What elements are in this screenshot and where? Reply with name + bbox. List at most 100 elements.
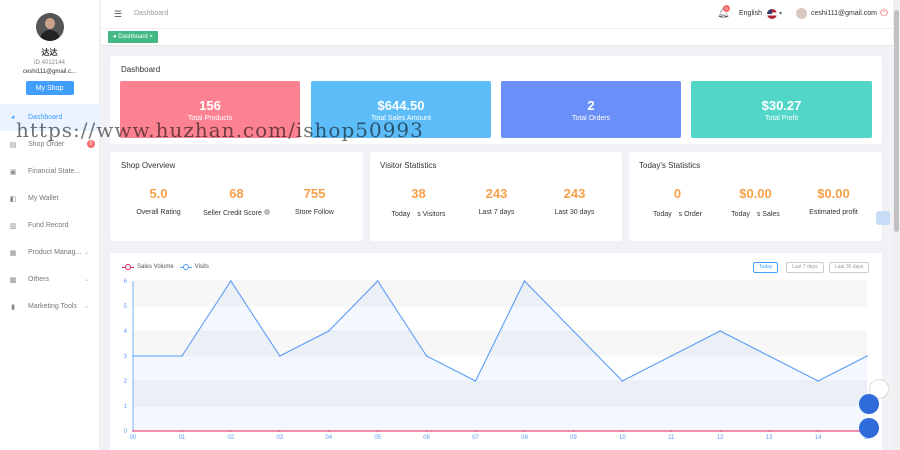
visits-point xyxy=(817,380,819,382)
sidebar-item-product-management[interactable]: ▦ Product Manag... ⌄ xyxy=(0,239,99,266)
y-tick-label: 0 xyxy=(124,429,128,435)
bell-icon[interactable]: 🔔︎ xyxy=(717,8,730,19)
chevron-down-icon: ⌄ xyxy=(83,250,89,256)
finance-icon: ▣ xyxy=(9,168,17,176)
stat-label: Overall Rating xyxy=(136,209,181,216)
side-toggle-icon[interactable] xyxy=(876,211,890,225)
sidebar-item-dashboard[interactable]: ◕ Dashboard xyxy=(0,104,99,131)
refresh-icon[interactable] xyxy=(869,379,889,399)
today-statistics-card: Today's Statistics 0 Today s Order $0.00 T… xyxy=(629,152,882,241)
profile-id: ID 4012144 xyxy=(33,60,66,66)
sidebar-item-my-wallet[interactable]: ◧ My Wallet xyxy=(0,185,99,212)
visits-point xyxy=(230,280,232,282)
range-today-button[interactable]: Today xyxy=(753,262,779,273)
service-icon[interactable] xyxy=(859,394,879,414)
grid-band xyxy=(133,381,867,406)
stat-total-profit: $30.27 Total Profit xyxy=(691,81,872,138)
x-tick-label: 07 xyxy=(472,435,479,441)
chart-icon: ▮ xyxy=(11,303,15,311)
visitor-statistics-card: Visitor Statistics 38 Today s Visitors 24… xyxy=(370,152,622,241)
sales-volume-point xyxy=(670,430,673,432)
today-visitors: 38 Today s Visitors xyxy=(376,186,461,219)
sidebar-item-marketing-tools[interactable]: ▮ Marketing Tools ⌄ xyxy=(0,293,99,320)
last-7-days-visitors: 243 Last 7 days xyxy=(454,186,539,216)
stat-value: 243 xyxy=(563,186,586,201)
profile-name: 达达 xyxy=(41,48,58,57)
chevron-down-icon: ⌄ xyxy=(83,304,89,310)
visits-point xyxy=(474,380,477,382)
avatar[interactable] xyxy=(35,13,64,41)
sales-volume-point xyxy=(719,430,721,432)
scrollbar-thumb[interactable] xyxy=(894,10,899,232)
sidebar-item-others[interactable]: ▩ Others ⌄ xyxy=(0,266,99,293)
range-last30-button[interactable]: Last 30 days xyxy=(829,262,870,273)
y-tick-label: 6 xyxy=(124,279,128,285)
x-tick-label: 09 xyxy=(570,435,577,441)
stat-label: Last 7 days xyxy=(478,209,515,216)
watermark-text: https://www.huzhan.com/ishop50993 xyxy=(16,118,424,142)
us-flag-icon[interactable] xyxy=(767,9,777,19)
page-scrollbar[interactable] xyxy=(893,0,900,450)
legend-visits-marker xyxy=(179,264,192,270)
x-tick-label: 12 xyxy=(717,435,724,441)
sidebar-item-fund-record[interactable]: ▥ Fund Record xyxy=(0,212,99,239)
y-tick-label: 3 xyxy=(124,354,128,360)
user-email[interactable]: ceshi111@gmail.com xyxy=(811,10,877,17)
stat-label: Today s Visitors xyxy=(391,211,446,218)
sidebar-item-shop-order[interactable]: ▤ Shop Order 0 xyxy=(0,131,99,158)
sidebar-item-label: Others xyxy=(28,276,50,283)
sidebar-item-label: Financial State... xyxy=(28,168,81,175)
seller-credit-score: 68 Seller Credit Score xyxy=(194,186,279,217)
sales-volume-point xyxy=(817,430,819,432)
stat-value: 0 xyxy=(673,186,682,201)
caret-down-icon[interactable]: ▾ xyxy=(779,11,783,17)
sidebar-item-label: Shop Order xyxy=(28,141,65,148)
chart-card: Sales Volume Visits Today Last 7 days La… xyxy=(110,253,882,450)
legend-sales-label[interactable]: Sales Volume xyxy=(137,264,174,270)
sales-volume-point xyxy=(768,430,770,432)
visits-point xyxy=(572,330,575,332)
x-tick-label: 03 xyxy=(276,435,283,441)
sidebar-item-label: Product Manag... xyxy=(28,249,82,256)
profile-panel: 达达 ID 4012144 ceshi111@gmail.c... My Sho… xyxy=(0,0,99,104)
language-label[interactable]: English xyxy=(739,10,762,17)
chat-support-icon[interactable] xyxy=(859,418,879,438)
my-shop-button[interactable]: My Shop xyxy=(25,81,74,95)
dashboard-icon: ◕ xyxy=(10,114,16,121)
power-icon[interactable]: ⏻ xyxy=(880,8,888,19)
sidebar-item-financial-statement[interactable]: ▣ Financial State... xyxy=(0,158,99,185)
stat-label: Total Orders xyxy=(571,115,611,122)
seller-credit-label: Seller Credit Score xyxy=(203,210,262,217)
chart-legend: Sales Volume Visits xyxy=(122,264,209,270)
tab-dashboard[interactable]: ● Dashboard × xyxy=(108,31,158,43)
today-order: 0 Today s Order xyxy=(635,186,720,219)
help-icon[interactable] xyxy=(263,209,270,215)
visitor-statistics-title: Visitor Statistics xyxy=(380,161,437,170)
today-sales: $0.00 Today s Sales xyxy=(713,186,798,219)
menu-toggle-icon[interactable]: ☰ xyxy=(114,9,123,19)
sales-volume-point xyxy=(279,430,281,432)
stat-value: 5.0 xyxy=(149,186,168,201)
stat-value: 2 xyxy=(587,98,595,113)
estimated-profit: $0.00 Estimated profit xyxy=(791,186,876,216)
visits-point xyxy=(866,355,868,357)
visits-point xyxy=(768,355,770,357)
product-icon: ▦ xyxy=(9,249,17,257)
user-avatar[interactable] xyxy=(796,8,807,19)
x-tick-label: 08 xyxy=(521,435,528,441)
sidebar-item-label: Fund Record xyxy=(28,222,69,229)
sidebar-item-label: My Wallet xyxy=(28,195,59,202)
stat-value: 755 xyxy=(303,186,326,201)
sales-volume-point xyxy=(327,430,330,432)
stat-label: Total Profit xyxy=(764,115,799,122)
stat-value: $30.27 xyxy=(761,98,802,113)
y-tick-label: 1 xyxy=(124,404,128,410)
legend-visits-label[interactable]: Visits xyxy=(194,264,209,270)
order-icon: ▤ xyxy=(9,141,17,149)
overall-rating: 5.0 Overall Rating xyxy=(116,186,201,216)
stat-value: $0.00 xyxy=(817,186,850,201)
visits-point xyxy=(376,280,379,282)
x-tick-label: 11 xyxy=(668,435,675,441)
range-last7-button[interactable]: Last 7 days xyxy=(786,262,824,273)
